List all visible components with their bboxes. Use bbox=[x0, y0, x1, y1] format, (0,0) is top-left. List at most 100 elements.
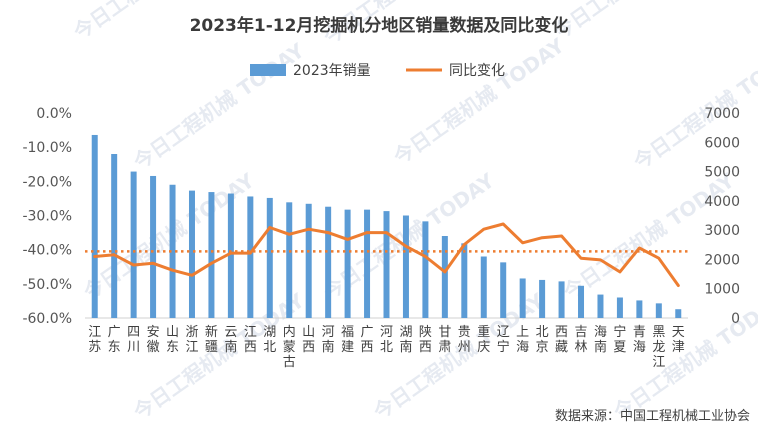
category-label-宁夏: 宁夏 bbox=[613, 324, 626, 355]
bar-河南 bbox=[325, 206, 332, 318]
bar-重庆 bbox=[480, 256, 487, 318]
bar-海南 bbox=[597, 294, 604, 318]
left-tick-label: -30.0% bbox=[22, 209, 72, 225]
bar-安徽 bbox=[150, 175, 157, 318]
category-label-湖北: 湖北 bbox=[263, 325, 276, 355]
bar-广东 bbox=[111, 154, 118, 318]
category-label-福建: 福建 bbox=[341, 325, 354, 355]
bar-河北 bbox=[383, 211, 390, 318]
line-point-福建 bbox=[346, 238, 349, 241]
line-point-天津 bbox=[677, 284, 680, 287]
bar-吉林 bbox=[578, 285, 585, 318]
bar-山东 bbox=[169, 184, 176, 318]
line-point-云南 bbox=[229, 251, 233, 255]
bar-辽宁 bbox=[500, 262, 507, 318]
right-axis-ticks: 0 1000 2000 3000 4000 5000 6000 7000 bbox=[704, 106, 740, 327]
category-label-北京: 北京 bbox=[536, 325, 549, 355]
category-label-广东: 广东 bbox=[108, 325, 121, 355]
watermark-text: 今日工程机械 TODAY bbox=[389, 33, 569, 169]
category-label-新疆: 新疆 bbox=[205, 324, 218, 355]
category-label-河北: 河北 bbox=[380, 325, 393, 355]
bar-甘肃 bbox=[441, 236, 448, 318]
watermark-text: 今日工程机械 TODAY bbox=[609, 288, 758, 424]
line-point-河南 bbox=[326, 231, 330, 234]
left-tick-label: -10.0% bbox=[22, 140, 72, 156]
category-label-重庆: 重庆 bbox=[477, 324, 490, 355]
left-tick-label: -40.0% bbox=[22, 243, 72, 259]
category-labels: 江苏广东四川安徽山东浙江新疆云南江西湖北内蒙古山西河南福建广西河北湖南陕西甘肃贵… bbox=[88, 324, 685, 370]
bar-内蒙古 bbox=[286, 202, 293, 318]
line-point-广东 bbox=[112, 253, 116, 256]
category-label-云南: 云南 bbox=[224, 325, 237, 355]
line-point-广西 bbox=[365, 231, 369, 234]
category-label-甘肃: 甘肃 bbox=[438, 325, 451, 355]
line-point-新疆 bbox=[210, 262, 213, 265]
right-tick-label: 7000 bbox=[704, 106, 740, 122]
bar-天津 bbox=[675, 309, 682, 318]
category-label-西藏: 西藏 bbox=[555, 325, 568, 355]
bar-浙江 bbox=[188, 190, 195, 318]
line-point-山东 bbox=[171, 268, 174, 272]
line-point-北京 bbox=[540, 236, 544, 239]
category-label-海南: 海南 bbox=[594, 325, 607, 355]
line-point-四川 bbox=[132, 263, 135, 267]
bar-北京 bbox=[539, 279, 546, 318]
category-label-贵州: 贵州 bbox=[458, 325, 471, 355]
line-point-青海 bbox=[638, 246, 641, 250]
line-point-湖南 bbox=[404, 245, 408, 248]
left-axis-ticks: 0.0% -10.0% -20.0% -30.0% -40.0% -50.0% -60.0% bbox=[22, 106, 72, 327]
right-tick-label: 3000 bbox=[704, 223, 740, 239]
line-point-宁夏 bbox=[618, 270, 622, 274]
watermark-text: 今日工程机械 TODAY bbox=[549, 0, 729, 44]
line-point-上海 bbox=[521, 241, 524, 245]
category-label-浙江: 浙江 bbox=[185, 325, 198, 355]
left-tick-label: -60.0% bbox=[22, 311, 72, 327]
bar-广西 bbox=[364, 209, 371, 318]
bar-湖南 bbox=[402, 215, 409, 318]
line-point-内蒙古 bbox=[288, 233, 291, 236]
bar-贵州 bbox=[461, 243, 468, 318]
line-point-西藏 bbox=[560, 234, 563, 238]
category-label-山东: 山东 bbox=[166, 325, 179, 355]
bar-福建 bbox=[344, 209, 351, 318]
right-tick-label: 1000 bbox=[704, 282, 740, 298]
legend-label-line: 同比变化 bbox=[449, 63, 505, 79]
bar-江苏 bbox=[91, 134, 98, 318]
line-point-海南 bbox=[599, 258, 602, 262]
line-point-陕西 bbox=[424, 255, 427, 258]
category-label-江西: 江西 bbox=[244, 325, 257, 355]
line-point-重庆 bbox=[482, 227, 485, 231]
bar-四川 bbox=[130, 171, 137, 318]
bar-新疆 bbox=[208, 192, 215, 318]
watermark-text: 今日工程机械 TODAY bbox=[129, 38, 309, 174]
category-label-安徽: 安徽 bbox=[147, 325, 160, 355]
bar-江西 bbox=[247, 196, 254, 318]
bar-西藏 bbox=[558, 281, 565, 318]
line-point-甘肃 bbox=[443, 270, 447, 274]
right-tick-label: 0 bbox=[731, 311, 740, 327]
category-label-山西: 山西 bbox=[302, 325, 315, 355]
left-tick-label: -50.0% bbox=[22, 277, 72, 293]
line-point-河北 bbox=[385, 231, 388, 234]
bar-湖北 bbox=[266, 197, 273, 318]
bar-宁夏 bbox=[616, 297, 623, 318]
category-label-上海: 上海 bbox=[516, 325, 529, 355]
legend-label-bar: 2023年销量 bbox=[293, 63, 371, 79]
right-tick-label: 4000 bbox=[704, 194, 740, 210]
right-tick-label: 5000 bbox=[704, 165, 740, 181]
line-point-江苏 bbox=[93, 255, 96, 258]
right-tick-label: 6000 bbox=[704, 135, 740, 151]
line-point-湖北 bbox=[268, 226, 271, 229]
category-label-黑龙江: 黑龙江 bbox=[652, 325, 665, 370]
category-label-天津: 天津 bbox=[672, 325, 685, 355]
legend-swatch-bar bbox=[250, 64, 286, 76]
bar-上海 bbox=[519, 278, 526, 318]
source-note: 数据来源：中国工程机械工业协会 bbox=[555, 409, 750, 424]
line-point-黑龙江 bbox=[657, 257, 661, 260]
category-label-湖南: 湖南 bbox=[399, 325, 412, 355]
line-point-贵州 bbox=[463, 243, 466, 246]
line-point-辽宁 bbox=[502, 222, 505, 226]
category-label-陕西: 陕西 bbox=[419, 325, 432, 355]
